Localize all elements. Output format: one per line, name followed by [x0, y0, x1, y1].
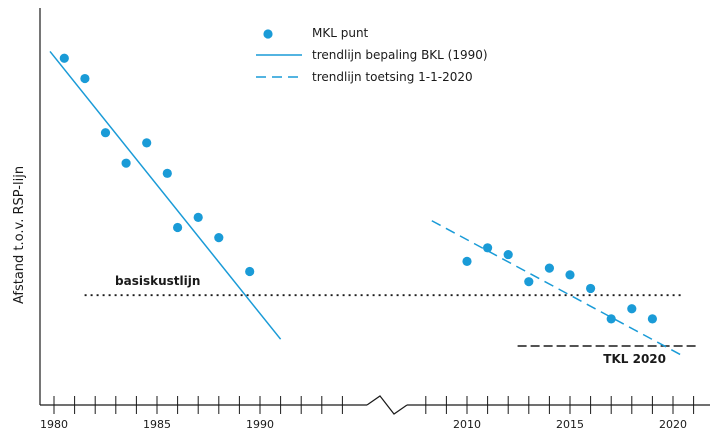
- legend-label: MKL punt: [312, 26, 369, 40]
- reference-label: basiskustlijn: [115, 274, 200, 288]
- legend-swatch-dot: [263, 29, 273, 39]
- trend-lines: [49, 50, 684, 357]
- data-points: [59, 53, 658, 324]
- x-tick-label: 1980: [40, 418, 68, 431]
- mkl-point: [586, 283, 596, 294]
- mkl-point: [544, 263, 555, 273]
- mkl-point: [121, 158, 131, 168]
- mkl-point: [245, 266, 255, 277]
- mkl-point: [524, 277, 534, 287]
- mkl-point: [214, 233, 224, 243]
- mkl-point: [80, 73, 90, 84]
- legend-label: trendlijn toetsing 1-1-2020: [312, 70, 473, 84]
- legend-label: trendlijn bepaling BKL (1990): [312, 48, 488, 62]
- x-tick-label: 1985: [143, 418, 171, 431]
- x-tick-label: 2010: [453, 418, 481, 431]
- x-tick-label: 2020: [659, 418, 687, 431]
- trendline-bkl: [49, 50, 282, 340]
- axis-break-mark: [366, 395, 408, 415]
- reference-lines: basiskustlijn TKL 2020: [84, 274, 699, 366]
- mkl-point: [483, 243, 493, 253]
- mkl-point: [59, 53, 69, 63]
- mkl-point: [627, 304, 637, 314]
- mkl-point: [142, 138, 152, 148]
- mkl-point: [173, 222, 183, 233]
- axes: [39, 8, 710, 415]
- mkl-point: [647, 314, 658, 324]
- x-tick-label: 1990: [246, 418, 274, 431]
- mkl-point: [462, 256, 472, 266]
- mkl-point: [503, 249, 513, 260]
- x-ticks: 1980 1985 1990 2010 2015 2020: [40, 396, 695, 431]
- mkl-point: [606, 314, 616, 324]
- mkl-point: [162, 168, 172, 178]
- mkl-point: [565, 270, 575, 280]
- legend: MKL punt trendlijn bepaling BKL (1990) tre…: [256, 26, 488, 84]
- mkl-point: [193, 212, 203, 222]
- mkl-point: [100, 128, 111, 138]
- reference-label: TKL 2020: [603, 352, 666, 366]
- y-axis-label: Afstand t.o.v. RSP-lijn: [12, 166, 27, 304]
- x-tick-label: 2015: [556, 418, 584, 431]
- trendline-toetsing: [431, 220, 684, 357]
